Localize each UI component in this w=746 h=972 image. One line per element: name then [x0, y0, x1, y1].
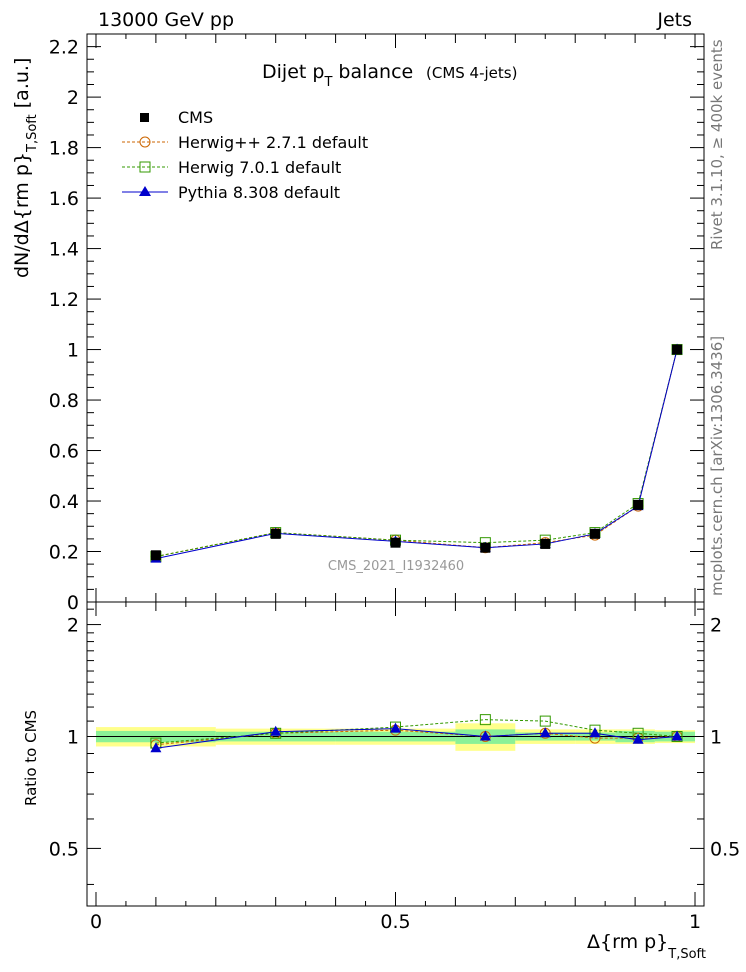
pythia-ratio-marker [270, 725, 282, 736]
ratio-ticks: 0 0.5 1 0.5 0.5 1 1 2 2 [49, 602, 740, 933]
x-axis-title-sub: T,Soft [667, 947, 706, 962]
cms-marker [540, 538, 551, 549]
x-axis-title: Δ{rm p}T,Soft [587, 931, 706, 962]
y-tick-label: 1.2 [49, 289, 79, 311]
cms-marker [672, 344, 683, 355]
ratio-tick-label: 1 [67, 726, 79, 748]
ratio-panel: 0 0.5 1 0.5 0.5 1 1 2 2 [49, 601, 740, 933]
legend-label-pythia: Pythia 8.308 default [178, 183, 340, 202]
x-tick-label: 1 [689, 911, 701, 933]
y-axis-title-main: dN/dΔ{rm p} [11, 152, 33, 278]
herwig7-ratio-line [155, 719, 678, 744]
main-ticks: 0 0.2 0.4 0.6 0.8 1 1.2 1.4 1.6 1.8 2 2.2 [49, 34, 704, 614]
rivet-label: Rivet 3.1.10, ≥ 400k events [708, 39, 726, 250]
ratio-tick-label: 0.5 [49, 838, 79, 860]
y-tick-label: 0.8 [49, 390, 79, 412]
legend-label-herwigpp: Herwig++ 2.7.1 default [178, 133, 368, 152]
y-axis-title-sub: T,Soft [25, 114, 40, 153]
ratio-series-layer [150, 714, 683, 753]
pythia-ratio-marker [479, 730, 491, 741]
ratio-tick-label-right: 0.5 [710, 838, 740, 860]
y-tick-label: 0.6 [49, 441, 79, 463]
herwigpp-line [155, 349, 678, 558]
mcplots-label: mcplots.cern.ch [arXiv:1306.3436] [708, 336, 726, 596]
herwig7-line [155, 349, 678, 558]
legend-marker-cms [140, 113, 149, 122]
analysis-watermark: CMS_2021_I1932460 [328, 559, 464, 574]
y-tick-label: 0.2 [49, 542, 79, 564]
legend-marker-pythia [139, 186, 151, 196]
cms-marker [589, 528, 600, 539]
chart-title-note: (CMS 4-jets) [426, 64, 517, 82]
pythia-ratio-line [155, 728, 678, 749]
legend-marker-herwig7 [139, 161, 151, 173]
header-jets: Jets [656, 9, 692, 31]
y-axis-title-tail: [a.u.] [11, 58, 33, 115]
pythia-ratio-marker [150, 742, 162, 753]
y-tick-label: 0 [67, 592, 79, 614]
y-tick-label: 1.4 [49, 239, 79, 261]
legend-label-cms: CMS [178, 108, 213, 127]
y-tick-label: 0.4 [49, 491, 79, 513]
y-tick-label: 2 [67, 87, 79, 109]
ratio-axis-title: Ratio to CMS [22, 710, 40, 806]
x-tick-label: 0.5 [380, 911, 410, 933]
chart-title-rest: balance [332, 61, 413, 83]
ratio-frame [86, 601, 705, 907]
legend-marker-herwigpp [139, 136, 151, 148]
y-tick-label: 1.8 [49, 138, 79, 160]
cms-marker [270, 528, 281, 539]
pythia-ratio-marker [632, 733, 644, 744]
cms-marker [390, 537, 401, 548]
ratio-tick-label-right: 2 [710, 615, 722, 637]
x-axis-title-main: Δ{rm p} [587, 931, 668, 953]
legend: CMS Herwig++ 2.7.1 default Herwig 7.0.1 … [122, 108, 368, 202]
main-panel: 0 0.2 0.4 0.6 0.8 1 1.2 1.4 1.6 1.8 2 2.2 [49, 33, 705, 614]
y-axis-title: dN/dΔ{rm p}T,Soft [a.u.] [11, 58, 40, 278]
x-tick-label: 0 [90, 911, 102, 933]
cms-marker [633, 499, 644, 510]
cms-marker [150, 550, 161, 561]
pythia-ratio-marker [671, 730, 683, 741]
chart-title-sub: T [323, 75, 332, 90]
y-tick-label: 1.6 [49, 188, 79, 210]
chart-title-main: Dijet p [262, 61, 324, 83]
legend-label-herwig7: Herwig 7.0.1 default [178, 158, 341, 177]
pythia-ratio-marker [539, 727, 551, 738]
pythia-line [155, 349, 678, 560]
ratio-tick-label: 2 [67, 615, 79, 637]
main-series-layer [150, 343, 683, 563]
y-tick-label: 2.2 [49, 37, 79, 59]
header-energy: 13000 GeV pp [98, 9, 234, 31]
herwig7-ratio-marker [479, 714, 491, 726]
chart-title: Dijet pT balance [262, 61, 413, 90]
cms-marker [480, 542, 491, 553]
pythia-ratio-marker [589, 727, 601, 738]
ratio-tick-label-right: 1 [710, 726, 722, 748]
herwig7-ratio-marker [539, 715, 551, 727]
pythia-ratio-marker [390, 722, 401, 733]
y-tick-label: 1 [67, 340, 79, 362]
